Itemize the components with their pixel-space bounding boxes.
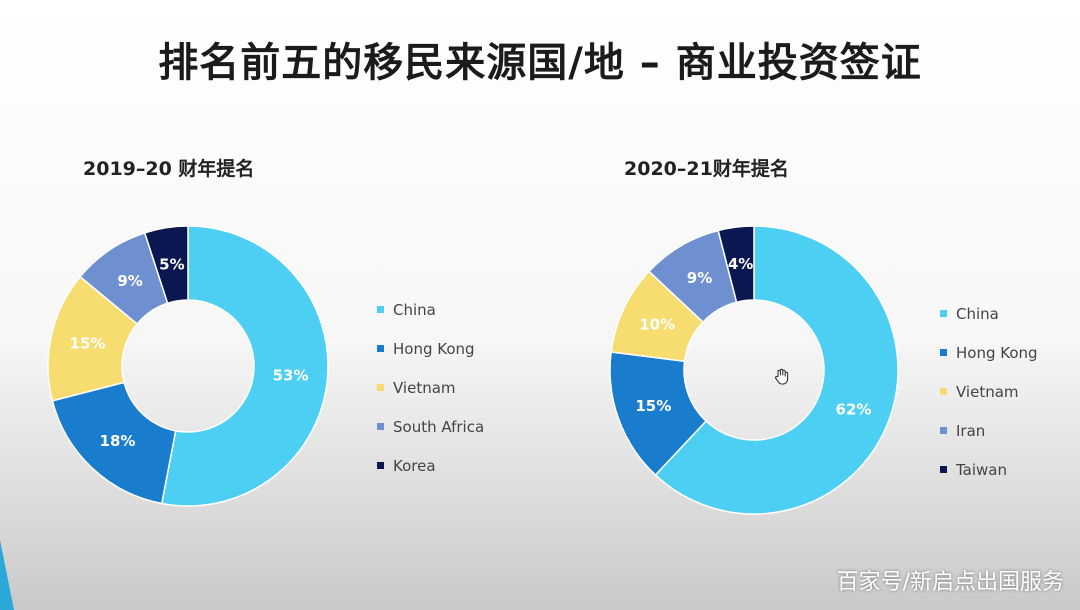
legend-item-south-africa: South Africa: [377, 407, 484, 446]
slice-label-vietnam: 15%: [70, 335, 106, 353]
slice-label-vietnam: 10%: [639, 315, 675, 333]
slice-label-korea: 5%: [159, 255, 184, 273]
donut-chart-2019-20: 53% 18% 15% 9% 5%: [47, 225, 329, 507]
legend-swatch: [377, 345, 384, 352]
legend-label: Hong Kong: [956, 343, 1038, 362]
legend-item-iran: Iran: [940, 411, 1038, 450]
slice-label-china: 53%: [273, 367, 309, 385]
slice-label-taiwan: 4%: [728, 255, 753, 273]
legend-item-hong-kong: Hong Kong: [377, 329, 484, 368]
legend-swatch: [377, 306, 384, 313]
legend-label: Taiwan: [956, 460, 1008, 479]
legend-item-taiwan: Taiwan: [940, 450, 1038, 489]
slice-label-south-africa: 9%: [117, 272, 142, 290]
legend-item-china: China: [377, 290, 484, 329]
legend-swatch: [940, 349, 947, 356]
legend-swatch: [377, 384, 384, 391]
legend-2020-21: China Hong Kong Vietnam Iran Taiwan: [940, 294, 1038, 489]
slice-label-iran: 9%: [687, 269, 712, 287]
legend-item-vietnam: Vietnam: [377, 368, 484, 407]
chart-1-title: 2019–20 财年提名: [83, 158, 255, 180]
slice-label-hong-kong: 18%: [100, 432, 136, 450]
legend-item-china: China: [940, 294, 1038, 333]
slice-taiwan: [717, 225, 755, 304]
hand-cursor-icon: [775, 368, 789, 385]
slice-china: [160, 225, 329, 507]
donut-chart-2020-21: 62% 15% 10% 9% 4%: [609, 225, 899, 515]
legend-swatch: [377, 423, 384, 430]
legend-label: Iran: [956, 421, 986, 440]
legend-label: China: [956, 304, 999, 323]
legend-item-hong-kong: Hong Kong: [940, 333, 1038, 372]
legend-swatch: [940, 466, 947, 473]
legend-label: South Africa: [393, 417, 485, 436]
corner-accent: [0, 540, 14, 610]
chart-2-title: 2020–21财年提名: [624, 158, 789, 180]
legend-2019-20: China Hong Kong Vietnam South Africa Korea: [377, 290, 484, 485]
legend-label: Vietnam: [393, 378, 456, 397]
legend-swatch: [940, 427, 947, 434]
legend-swatch: [377, 462, 384, 469]
slice-korea: [143, 225, 189, 305]
legend-swatch: [940, 388, 947, 395]
legend-item-korea: Korea: [377, 446, 484, 485]
slice-china: [654, 225, 899, 515]
legend-label: Vietnam: [956, 382, 1019, 401]
legend-label: China: [393, 300, 436, 319]
page-title: 排名前五的移民来源国/地 – 商业投资签证: [158, 40, 922, 86]
slice-label-hong-kong: 15%: [635, 397, 671, 415]
legend-swatch: [940, 310, 947, 317]
legend-item-vietnam: Vietnam: [940, 372, 1038, 411]
legend-label: Korea: [393, 456, 436, 475]
slice-hong-kong: [51, 381, 177, 505]
watermark-text: 百家号/新启点出国服务: [836, 570, 1064, 595]
legend-label: Hong Kong: [393, 339, 475, 358]
slice-label-china: 62%: [836, 400, 872, 418]
